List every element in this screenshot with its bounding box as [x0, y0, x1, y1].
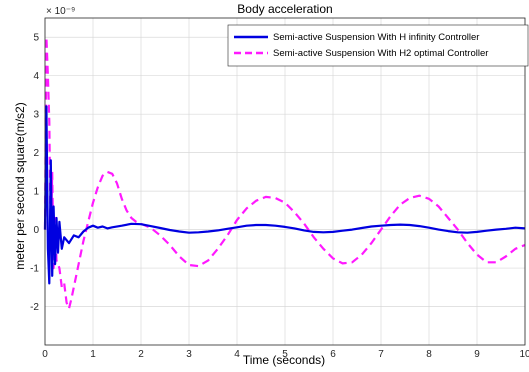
tick-labels: 0 1 2 3 4 5 6 7 8 9 10 -2 -1 0 1 2 3 4 5 — [30, 33, 529, 360]
y-tick-label: 1 — [33, 187, 39, 198]
chart-title: Body acceleration — [237, 2, 332, 16]
y-tick-label: -2 — [30, 302, 39, 313]
x-tick-label: 4 — [234, 349, 240, 360]
x-tick-label: 9 — [474, 349, 480, 360]
axes-frame — [44, 17, 526, 346]
y-tick-label: 4 — [33, 71, 39, 82]
x-tick-label: 7 — [378, 349, 384, 360]
x-tick-label: 0 — [42, 349, 48, 360]
series-line-hinf — [43, 105, 526, 285]
legend: Semi-active Suspension With H infinity C… — [227, 24, 529, 67]
y-tick-label: -1 — [30, 264, 39, 275]
legend-entry-h2: Semi-active Suspension With H2 optimal C… — [273, 48, 488, 59]
x-tick-label: 3 — [186, 349, 192, 360]
x-tick-label: 5 — [282, 349, 288, 360]
legend-box — [227, 24, 529, 67]
y-axis-label: meter per second square(m/s2) — [13, 102, 27, 269]
y-tick-label: 3 — [33, 110, 39, 121]
legend-entry-hinf: Semi-active Suspension With H infinity C… — [273, 32, 479, 43]
x-tick-label: 10 — [519, 349, 529, 360]
x-tick-label: 6 — [330, 349, 336, 360]
y-tick-label: 5 — [33, 33, 39, 44]
x-axis-label: Time (seconds) — [243, 353, 325, 367]
series-line-h2 — [43, 36, 526, 310]
series-lines — [43, 36, 526, 310]
y-tick-label: 0 — [33, 225, 39, 236]
y-exponent-label: × 10⁻⁹ — [46, 6, 75, 17]
x-tick-label: 2 — [138, 349, 144, 360]
x-tick-label: 8 — [426, 349, 432, 360]
x-tick-label: 1 — [90, 349, 96, 360]
y-tick-label: 2 — [33, 148, 39, 159]
